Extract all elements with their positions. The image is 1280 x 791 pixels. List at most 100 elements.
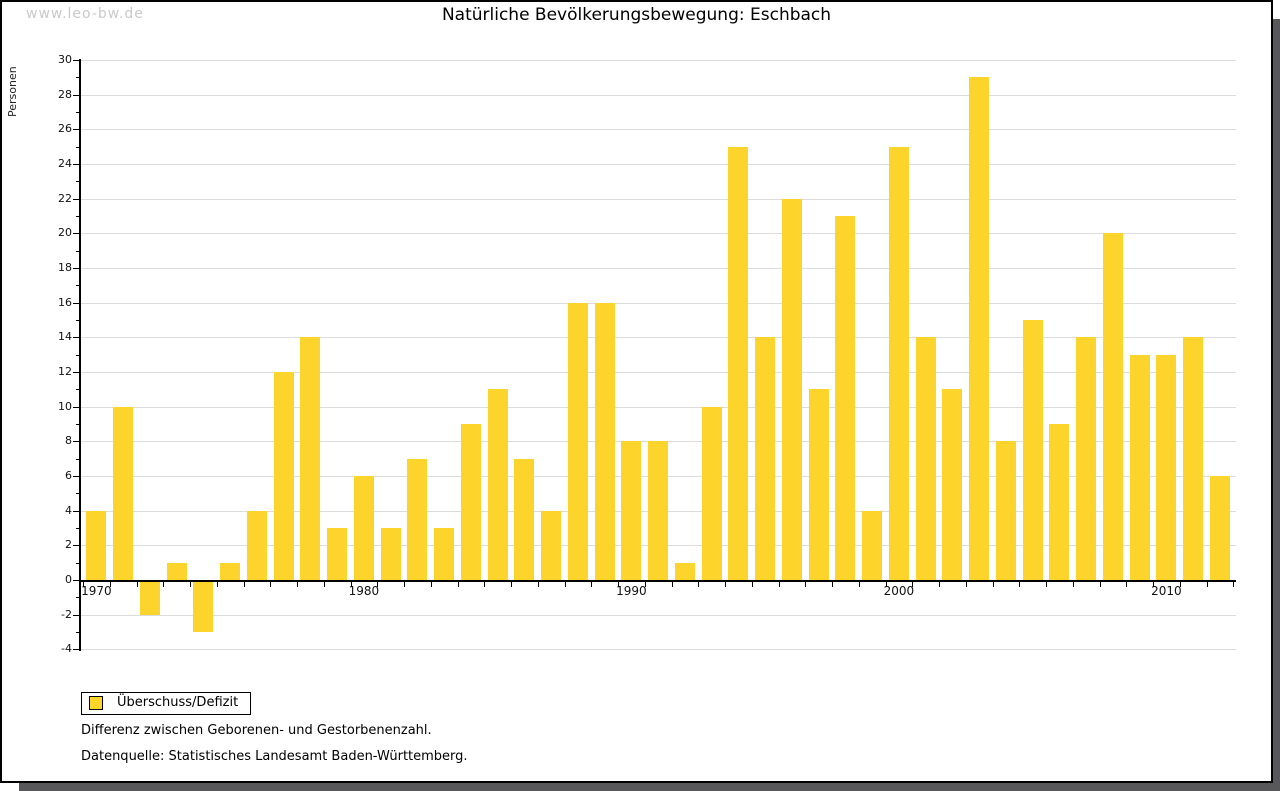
x-tick — [885, 582, 887, 587]
bar — [567, 302, 588, 580]
bar — [674, 562, 695, 580]
bar — [1129, 354, 1150, 580]
x-tick-label: 1970 — [81, 584, 112, 598]
x-tick — [992, 582, 994, 587]
y-tick-label: -2 — [61, 607, 72, 621]
bar — [621, 441, 642, 580]
x-tick — [671, 582, 673, 587]
x-tick — [1179, 582, 1181, 587]
y-tick — [73, 614, 79, 616]
x-tick — [109, 582, 111, 587]
bar — [380, 528, 401, 580]
y-tick-label: 0 — [65, 573, 72, 586]
y-tick-label: 12 — [58, 365, 72, 378]
x-tick — [939, 582, 940, 587]
x-axis-line — [79, 580, 1236, 582]
gridline — [79, 129, 1236, 131]
x-tick — [1072, 582, 1074, 587]
y-tick-label: 10 — [58, 399, 72, 413]
x-tick — [564, 582, 566, 587]
gridline — [79, 302, 1236, 304]
bar — [1022, 320, 1043, 580]
bar — [541, 510, 562, 580]
bar — [193, 580, 214, 632]
x-tick — [858, 582, 860, 587]
y-tick — [73, 164, 79, 165]
bar — [915, 337, 936, 580]
x-tick — [591, 582, 593, 587]
frame-shadow-right — [1273, 19, 1280, 791]
y-tick — [73, 198, 79, 200]
x-tick — [377, 582, 379, 587]
x-tick — [832, 582, 833, 587]
y-tick-label: 26 — [58, 122, 72, 136]
bar — [728, 146, 749, 580]
bar — [648, 441, 669, 580]
y-tick — [73, 545, 79, 547]
x-tick — [618, 582, 619, 587]
chart-title: Natürliche Bevölkerungsbewegung: Eschbac… — [441, 5, 832, 25]
bar — [594, 302, 615, 580]
bar — [1183, 337, 1204, 580]
frame-shadow-bottom — [19, 783, 1273, 791]
y-tick — [73, 233, 79, 235]
gridline — [79, 337, 1236, 339]
gridline — [79, 649, 1236, 651]
y-tick — [73, 441, 79, 443]
x-tick — [1206, 582, 1208, 587]
x-tick — [537, 582, 539, 587]
y-tick — [76, 112, 79, 113]
x-tick — [511, 582, 512, 587]
bar — [460, 424, 481, 580]
x-tick — [136, 582, 138, 587]
bar — [808, 389, 829, 580]
bar — [755, 337, 776, 580]
x-tick — [83, 582, 84, 587]
plot-area: -4 -2 0 2 4 6 8 10 12 14 16 18 20 22 24 26 28 30 1970 1980 1… — [2, 2, 1271, 781]
x-tick — [698, 582, 700, 587]
y-tick — [76, 389, 79, 391]
y-axis-line — [79, 59, 81, 652]
bar — [888, 146, 909, 580]
y-tick — [76, 458, 79, 460]
gridline — [79, 406, 1236, 408]
gridline — [79, 268, 1236, 269]
bar — [995, 441, 1016, 580]
y-tick — [76, 146, 79, 148]
y-tick — [76, 216, 79, 217]
y-tick — [76, 181, 79, 183]
x-tick — [1126, 582, 1128, 587]
y-tick — [73, 372, 79, 373]
bar — [220, 562, 241, 580]
x-tick — [404, 582, 405, 587]
y-tick-label: 20 — [58, 226, 72, 240]
y-tick-label: 30 — [58, 53, 72, 66]
y-tick-label: 8 — [65, 434, 72, 448]
watermark: www.leo-bw.de — [26, 6, 144, 22]
bar — [166, 562, 187, 580]
y-tick-label: -4 — [61, 642, 72, 656]
y-tick-label: 18 — [58, 261, 72, 274]
bar — [113, 406, 134, 580]
bar — [86, 510, 107, 580]
x-tick — [163, 582, 165, 587]
bar — [1156, 354, 1177, 580]
x-tick-label: 1980 — [348, 584, 380, 598]
gridline — [79, 94, 1236, 96]
x-tick — [725, 582, 726, 587]
x-tick-label: 2000 — [883, 584, 915, 598]
bar — [300, 337, 321, 580]
y-tick — [73, 649, 79, 651]
y-tick — [73, 94, 79, 96]
bar — [781, 198, 802, 580]
y-tick-label: 22 — [58, 191, 72, 205]
y-tick-label: 14 — [58, 330, 72, 344]
x-tick-label: 1990 — [616, 584, 647, 598]
y-tick — [76, 528, 79, 529]
bar — [835, 216, 856, 580]
legend-swatch-icon — [89, 696, 103, 710]
x-tick — [751, 582, 753, 587]
bar — [514, 458, 535, 580]
x-tick — [912, 582, 914, 587]
